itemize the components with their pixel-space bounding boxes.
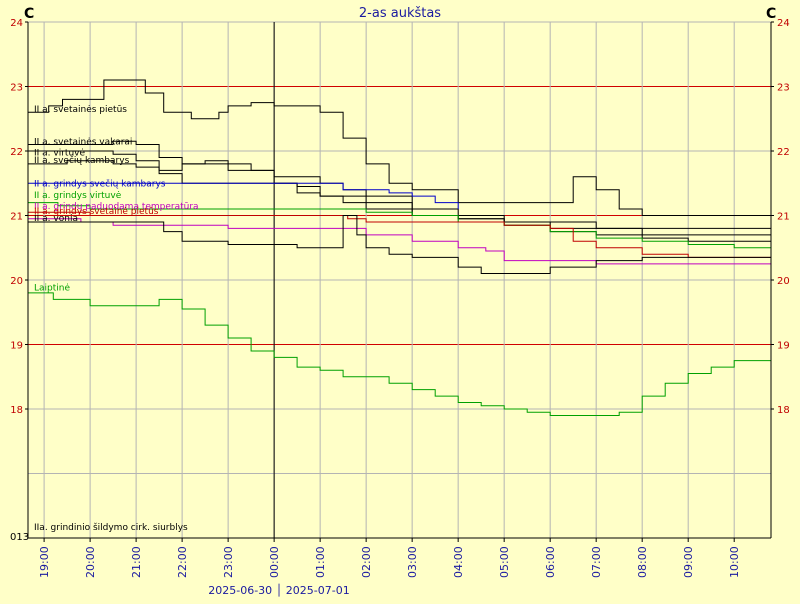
- series-label-2: II a. virtuvė: [34, 148, 85, 158]
- chart-title: 2-as aukštas: [359, 6, 441, 21]
- x-tick-label: 09:00: [682, 546, 695, 578]
- grid-lines: [28, 21, 771, 538]
- x-tick-label: 10:00: [728, 546, 741, 578]
- series-label-6: II a. grindų paduodama temperatūra: [34, 202, 199, 212]
- series-line-4: [28, 182, 459, 209]
- x-tick-label: 07:00: [590, 546, 603, 578]
- series-label-0: II a. svetainės pietūs: [34, 105, 127, 115]
- y-tick-label-left: 24: [10, 18, 23, 29]
- y-tick-label-left: 21: [10, 212, 23, 223]
- x-tick-label: 21:00: [130, 546, 143, 578]
- x-tick-label: 05:00: [498, 546, 511, 578]
- x-tick-label: 01:00: [314, 546, 327, 578]
- x-tick-label: 06:00: [544, 546, 557, 578]
- left-unit-label: C: [24, 6, 34, 22]
- series-label-3: II a. svečių kambarys: [34, 155, 130, 166]
- series-label-4: II a. grindys svečių kambarys: [34, 178, 166, 189]
- y-tick-label-left: 22: [10, 147, 23, 158]
- y-tick-label-right: 19: [777, 341, 790, 352]
- x-tick-label: 00:00: [268, 546, 281, 578]
- x-tick-label: 02:00: [360, 546, 373, 578]
- y-tick-label-right: 22: [777, 147, 790, 158]
- y-tick-label-left: 23: [10, 83, 23, 94]
- series-line-9: [28, 292, 772, 416]
- series-label-7: II a. grindys svetainė pietūs: [34, 207, 159, 217]
- series-label-9: Laiptinė: [34, 284, 70, 294]
- y-tick-label-right: 20: [777, 276, 790, 287]
- x-tick-label: 22:00: [176, 546, 189, 578]
- y-tick-label-left: 20: [10, 276, 23, 287]
- series-labels: II a. svetainės pietūs II a. svetainės va…: [34, 105, 199, 294]
- axes: 18 18 19 19 20 20 21 21 22 22 23 23 24 24 19:00 20:00 21…: [10, 18, 789, 578]
- x-tick-label: 04:00: [452, 546, 465, 578]
- series-line-0: [28, 79, 772, 222]
- x-tick-label: 23:00: [222, 546, 235, 578]
- series-line-5: [28, 202, 772, 249]
- x-tick-label: 03:00: [406, 546, 419, 578]
- y-tick-label-right: 24: [777, 18, 790, 29]
- series-label-8: II a. vonia: [34, 214, 78, 224]
- series-line-2: [28, 150, 771, 229]
- series-label-5: II a. grindys virtuvė: [34, 191, 122, 201]
- series-label-1: II a. svetainės vakarai: [34, 137, 132, 147]
- right-unit-label: C: [766, 6, 776, 22]
- y-tick-label-right: 21: [777, 212, 790, 223]
- bottom-axis-tick: 013: [10, 532, 29, 543]
- date-range-label: 2025-06-30 │ 2025-07-01: [208, 583, 349, 597]
- pump-status-label: IIa. grindinio šildymo cirk. siurblys: [34, 522, 188, 533]
- series-line-7: [28, 211, 771, 258]
- x-tick-label: 19:00: [38, 546, 51, 578]
- x-tick-label: 08:00: [636, 546, 649, 578]
- y-tick-label-right: 18: [777, 405, 790, 416]
- y-tick-label-right: 23: [777, 83, 790, 94]
- x-tick-label: 20:00: [84, 546, 97, 578]
- y-tick-label-left: 18: [10, 405, 23, 416]
- y-tick-label-left: 19: [10, 341, 23, 352]
- series-line-8: [28, 215, 772, 274]
- series-lines: [28, 79, 772, 416]
